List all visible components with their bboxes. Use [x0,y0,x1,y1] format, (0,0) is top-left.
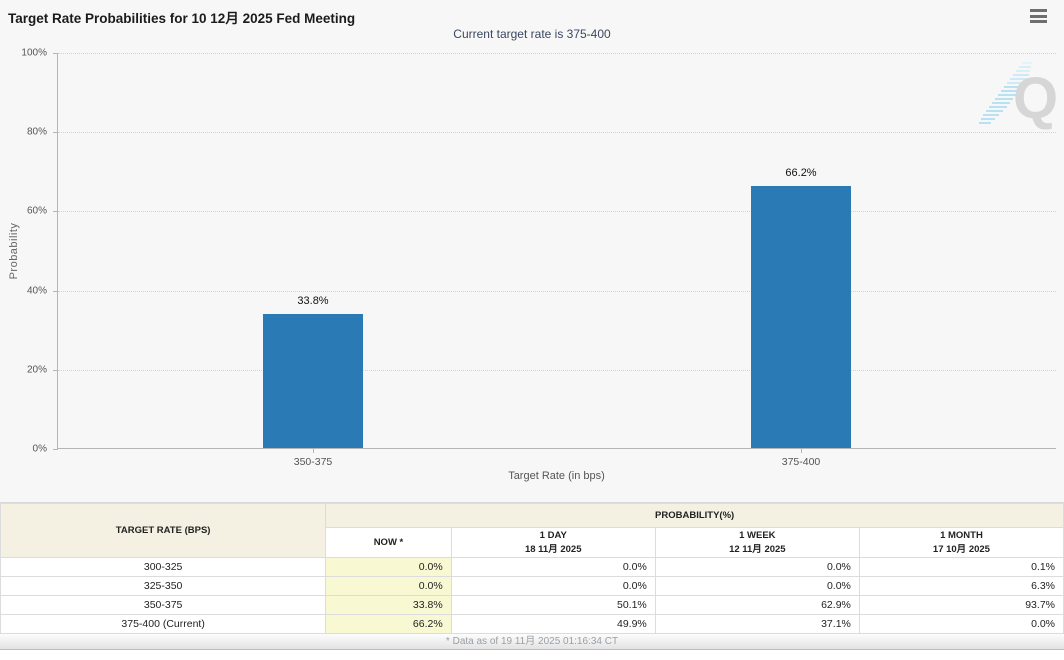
value-cell: 62.9% [654,595,860,615]
x-tick-label: 375-400 [781,456,821,468]
col-header: 1 WEEK 12 11月 2025 [654,527,860,558]
rate-cell: 300-325 [0,557,327,577]
chart-subtitle: Current target rate is 375-400 [453,27,611,41]
col-header-target-rate: TARGET RATE (BPS) [0,503,327,558]
y-gridline [58,369,1056,371]
y-tick-label: 0% [32,443,47,455]
bar-value-label: 66.2% [785,166,817,179]
y-axis-title: Probability [8,222,20,280]
table-body: 300-325 0.0% 0.0% 0.0% 0.1% 325-350 0.0% 0.0% 0.… [0,557,1064,634]
value-cell: 0.0% [450,576,656,596]
y-tick-label: 20% [26,364,47,376]
table-subheader-row: NOW * 1 DAY 18 11月 2025 1 WEEK 12 11月 2025 1 … [1,527,1064,558]
value-cell: 6.3% [858,576,1064,596]
value-cell: 0.1% [858,557,1064,577]
y-gridline [58,211,1056,213]
now-value-cell: 66.2% [325,614,452,634]
value-cell: 37.1% [654,614,860,634]
value-cell: 0.0% [858,614,1064,634]
y-gridline [58,132,1056,134]
value-cell: 49.9% [450,614,656,634]
y-tick-label: 80% [26,126,47,138]
probability-table-panel: TARGET RATE (BPS) PROBABILITY(%) NOW * 1 … [0,502,1064,650]
value-cell: 0.0% [654,576,860,596]
hamburger-menu-icon[interactable] [1030,9,1050,25]
now-value-cell: 33.8% [325,595,452,615]
y-tick [53,369,58,371]
col-header: 1 MONTH 17 10月 2025 [858,527,1064,558]
y-tick [53,211,58,213]
y-gridline [58,53,1056,54]
y-tick [53,53,58,54]
now-value-cell: 0.0% [325,576,452,596]
watermark-letter: Q [1013,66,1058,131]
table-row: 375-400 (Current) 66.2% 49.9% 37.1% 0.0% [0,614,1064,634]
rate-cell: 325-350 [0,576,327,596]
now-value-cell: 0.0% [325,557,452,577]
value-cell: 50.1% [450,595,656,615]
value-cell: 93.7% [858,595,1064,615]
y-tick [53,290,58,292]
quikstrike-watermark-icon: Q [979,62,1058,131]
x-tick-label: 350-375 [293,456,333,468]
bar[interactable] [751,185,851,448]
y-gridline [58,290,1056,292]
table-row: 300-325 0.0% 0.0% 0.0% 0.1% [0,557,1064,577]
y-tick-label: 60% [26,205,47,217]
bar[interactable] [263,314,363,448]
rate-cell: 375-400 (Current) [0,614,327,634]
bar-value-label: 33.8% [297,295,329,308]
table-row: 350-375 33.8% 50.1% 62.9% 93.7% [0,595,1064,615]
data-asof-footnote: * Data as of 19 11月 2025 01:16:34 CT [0,634,1064,650]
col-header-probability: PROBABILITY(%) [325,503,1064,528]
y-tick-label: 40% [26,285,47,297]
y-tick-label: 100% [21,47,47,59]
chart-title: Target Rate Probabilities for 10 12月 202… [8,11,356,26]
col-header: NOW * [325,527,452,558]
fedwatch-chart-panel: Target Rate Probabilities for 10 12月 202… [8,9,1059,482]
value-cell: 0.0% [450,557,656,577]
y-tick [53,132,58,134]
value-cell: 0.0% [654,557,860,577]
y-tick [53,449,58,450]
rate-cell: 350-375 [0,595,327,615]
probability-table: TARGET RATE (BPS) PROBABILITY(%) NOW * 1 … [0,503,1064,634]
plot-area: 0% 20% 40% 60% 80% 100% 33.8% 350-375 66.2% 375-4… [21,48,1056,468]
x-tick [801,449,802,453]
col-header: 1 DAY 18 11月 2025 [450,527,656,558]
table-row: 325-350 0.0% 0.0% 0.0% 6.3% [0,576,1064,596]
x-axis-title: Target Rate (in bps) [508,470,605,482]
x-tick [313,449,314,453]
